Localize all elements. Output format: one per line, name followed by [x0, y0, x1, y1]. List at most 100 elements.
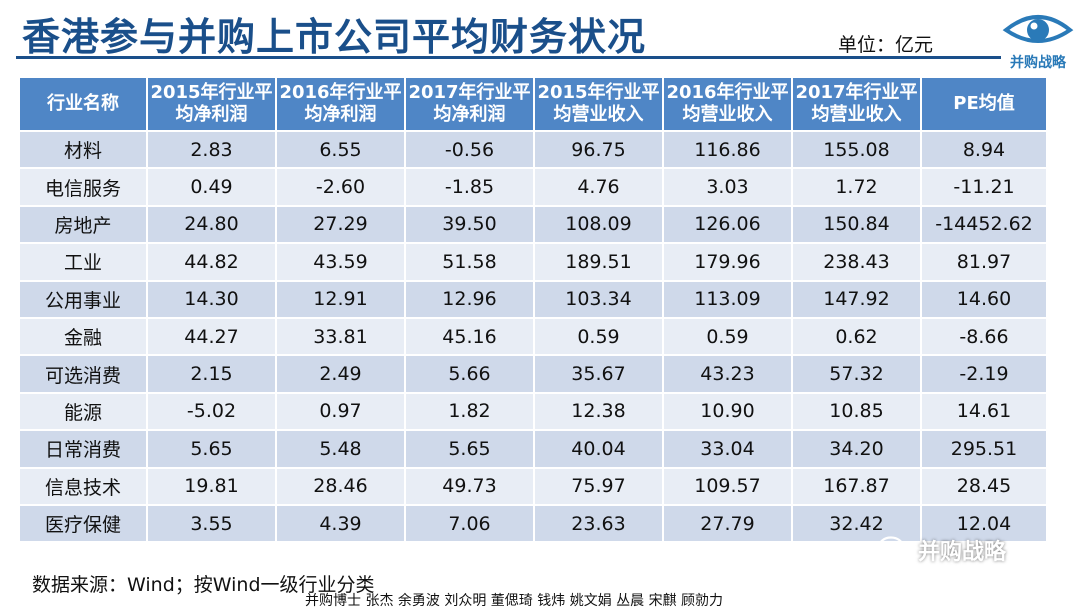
- value-cell: 23.63: [533, 503, 664, 544]
- header-row: 行业名称 2015年行业平均净利润 2016年行业平均净利润 2017年行业平均净利润…: [18, 76, 1048, 132]
- value-cell: -2.60: [275, 167, 406, 207]
- logo-text: 并购战略: [1010, 55, 1066, 71]
- value-cell: 108.09: [533, 204, 664, 245]
- table-row: 信息技术 19.81 28.46 49.73 75.97 109.57 167.87 28.4…: [18, 466, 1048, 506]
- value-cell: 14.61: [920, 391, 1048, 432]
- column-header: PE均值: [920, 76, 1048, 132]
- value-cell: 40.04: [533, 429, 664, 469]
- value-cell: 5.48: [275, 429, 406, 469]
- value-cell: 10.90: [662, 391, 793, 432]
- value-cell: 44.82: [146, 242, 277, 282]
- value-cell: 57.32: [791, 354, 922, 394]
- industry-name-cell: 日常消费: [18, 429, 148, 469]
- value-cell: 24.80: [146, 204, 277, 245]
- value-cell: 12.04: [920, 503, 1048, 544]
- industry-name-cell: 材料: [18, 129, 148, 170]
- industry-name-cell: 电信服务: [18, 167, 148, 207]
- industry-name-cell: 信息技术: [18, 466, 148, 506]
- industry-name-cell: 可选消费: [18, 354, 148, 394]
- value-cell: 4.76: [533, 167, 664, 207]
- value-cell: 45.16: [404, 316, 535, 357]
- value-cell: 33.81: [275, 316, 406, 357]
- value-cell: 103.34: [533, 279, 664, 319]
- column-header: 2016年行业平均营业收入: [662, 76, 793, 132]
- value-cell: 147.92: [791, 279, 922, 319]
- financial-table: 行业名称 2015年行业平均净利润 2016年行业平均净利润 2017年行业平均净利润…: [18, 76, 1048, 544]
- value-cell: 2.15: [146, 354, 277, 394]
- industry-name-cell: 能源: [18, 391, 148, 432]
- value-cell: 167.87: [791, 466, 922, 506]
- page-title: 香港参与并购上市公司平均财务状况: [22, 15, 647, 59]
- value-cell: 28.45: [920, 466, 1048, 506]
- value-cell: 96.75: [533, 129, 664, 170]
- value-cell: -14452.62: [920, 204, 1048, 245]
- value-cell: 4.39: [275, 503, 406, 544]
- value-cell: 5.66: [404, 354, 535, 394]
- value-cell: 7.06: [404, 503, 535, 544]
- authors-line: 并购博士 张杰 余勇波 刘众明 董偲琦 钱炜 姚文娟 丛晨 宋麒 顾勍力: [305, 593, 724, 609]
- column-header: 2015年行业平均净利润: [146, 76, 277, 132]
- value-cell: 113.09: [662, 279, 793, 319]
- industry-name-cell: 工业: [18, 242, 148, 282]
- value-cell: 34.20: [791, 429, 922, 469]
- value-cell: 1.72: [791, 167, 922, 207]
- wechat-watermark: 并购战略: [878, 534, 1006, 566]
- unit-label: 单位：亿元: [838, 34, 934, 56]
- value-cell: 19.81: [146, 466, 277, 506]
- industry-name-cell: 公用事业: [18, 279, 148, 319]
- value-cell: 12.38: [533, 391, 664, 432]
- column-header: 2015年行业平均营业收入: [533, 76, 664, 132]
- table-row: 日常消费 5.65 5.48 5.65 40.04 33.04 34.20 295.51: [18, 429, 1048, 469]
- value-cell: 5.65: [404, 429, 535, 469]
- value-cell: 39.50: [404, 204, 535, 245]
- eye-icon: [1002, 15, 1074, 43]
- column-header: 2017年行业平均净利润: [404, 76, 535, 132]
- value-cell: 28.46: [275, 466, 406, 506]
- table-row: 可选消费 2.15 2.49 5.66 35.67 43.23 57.32 -2.19: [18, 354, 1048, 394]
- value-cell: 6.55: [275, 129, 406, 170]
- value-cell: 116.86: [662, 129, 793, 170]
- value-cell: 12.96: [404, 279, 535, 319]
- value-cell: 51.58: [404, 242, 535, 282]
- value-cell: 155.08: [791, 129, 922, 170]
- value-cell: 35.67: [533, 354, 664, 394]
- value-cell: 27.79: [662, 503, 793, 544]
- column-header: 2016年行业平均净利润: [275, 76, 406, 132]
- wechat-icon: [878, 536, 912, 563]
- table-row: 医疗保健 3.55 4.39 7.06 23.63 27.79 32.42 12.04: [18, 503, 1048, 544]
- table-row: 材料 2.83 6.55 -0.56 96.75 116.86 155.08 8.94: [18, 129, 1048, 170]
- value-cell: 33.04: [662, 429, 793, 469]
- value-cell: -1.85: [404, 167, 535, 207]
- value-cell: -0.56: [404, 129, 535, 170]
- value-cell: 27.29: [275, 204, 406, 245]
- table-row: 公用事业 14.30 12.91 12.96 103.34 113.09 147.92 14.…: [18, 279, 1048, 319]
- value-cell: -8.66: [920, 316, 1048, 357]
- value-cell: 81.97: [920, 242, 1048, 282]
- value-cell: 0.59: [662, 316, 793, 357]
- value-cell: 49.73: [404, 466, 535, 506]
- value-cell: 43.59: [275, 242, 406, 282]
- value-cell: 238.43: [791, 242, 922, 282]
- table-row: 房地产 24.80 27.29 39.50 108.09 126.06 150.84 -144…: [18, 204, 1048, 245]
- value-cell: 150.84: [791, 204, 922, 245]
- value-cell: 44.27: [146, 316, 277, 357]
- value-cell: -2.19: [920, 354, 1048, 394]
- value-cell: 109.57: [662, 466, 793, 506]
- value-cell: 1.82: [404, 391, 535, 432]
- industry-name-cell: 医疗保健: [18, 503, 148, 544]
- value-cell: 0.97: [275, 391, 406, 432]
- value-cell: 0.49: [146, 167, 277, 207]
- watermark-text: 并购战略: [918, 540, 1007, 565]
- value-cell: 2.83: [146, 129, 277, 170]
- value-cell: 3.03: [662, 167, 793, 207]
- value-cell: 126.06: [662, 204, 793, 245]
- industry-name-cell: 房地产: [18, 204, 148, 245]
- value-cell: 14.60: [920, 279, 1048, 319]
- table-body: 材料 2.83 6.55 -0.56 96.75 116.86 155.08 8.94 电信服务…: [18, 129, 1048, 544]
- value-cell: -11.21: [920, 167, 1048, 207]
- value-cell: 32.42: [791, 503, 922, 544]
- value-cell: 5.65: [146, 429, 277, 469]
- title-underline: [16, 56, 1001, 59]
- table-row: 电信服务 0.49 -2.60 -1.85 4.76 3.03 1.72 -11.21: [18, 167, 1048, 207]
- table-row: 工业 44.82 43.59 51.58 189.51 179.96 238.43 81.97: [18, 242, 1048, 282]
